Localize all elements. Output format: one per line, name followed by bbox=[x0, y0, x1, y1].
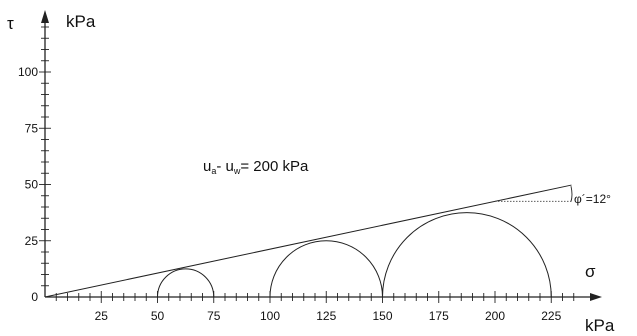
uw-subscript: w bbox=[233, 166, 241, 176]
suction-annotation: ua- uw= 200 kPa bbox=[203, 158, 309, 176]
ua-subscript: a bbox=[211, 166, 216, 176]
mohr-circle-1 bbox=[157, 268, 215, 298]
uw-letter: u bbox=[226, 158, 234, 175]
failure-envelope-line bbox=[44, 184, 572, 298]
tau-symbol: τ bbox=[7, 14, 14, 33]
angle-arc bbox=[570, 186, 573, 202]
x-tick-label: 100 bbox=[260, 309, 280, 323]
friction-angle-label: φ´=12° bbox=[574, 192, 611, 206]
x-tick-label: 200 bbox=[485, 309, 505, 323]
x-tick-label: 75 bbox=[207, 309, 221, 323]
mohr-circles bbox=[157, 212, 552, 298]
y-tick-label: 75 bbox=[25, 121, 39, 135]
tau-axis-arrow bbox=[41, 10, 49, 23]
x-tick-label: 25 bbox=[95, 309, 109, 323]
y-tick-label: 100 bbox=[18, 65, 38, 79]
tick-labels: 25 50 75 100 125 150 175 200 225 0 25 50 75 100 bbox=[18, 65, 562, 323]
mohr-circle-3 bbox=[382, 212, 552, 298]
y-tick-label: 25 bbox=[25, 234, 39, 248]
sigma-symbol: σ bbox=[585, 262, 596, 281]
sigma-unit: kPa bbox=[585, 316, 615, 335]
suction-value: = 200 kPa bbox=[240, 158, 309, 175]
x-tick-label: 50 bbox=[151, 309, 165, 323]
x-tick-label: 175 bbox=[429, 309, 449, 323]
x-tick-label: 225 bbox=[541, 309, 561, 323]
minus-sign: - bbox=[216, 158, 225, 175]
y-tick-label: 50 bbox=[25, 178, 39, 192]
sigma-axis-arrow bbox=[590, 293, 602, 301]
x-tick-label: 125 bbox=[316, 309, 336, 323]
tau-unit: kPa bbox=[66, 12, 96, 31]
mohr-circle-2 bbox=[269, 240, 383, 298]
x-tick-label: 150 bbox=[372, 309, 392, 323]
ua-letter: u bbox=[203, 158, 211, 175]
y-tick-label: 0 bbox=[31, 290, 38, 304]
